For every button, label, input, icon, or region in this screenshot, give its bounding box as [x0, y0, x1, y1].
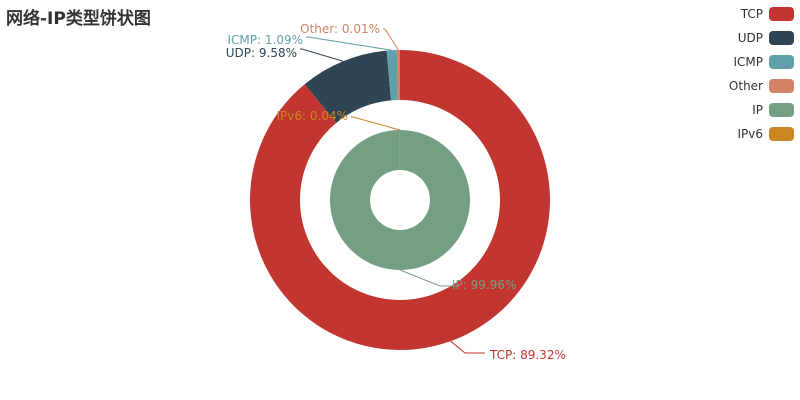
- slice-ip[interactable]: [329, 130, 470, 270]
- slice-other[interactable]: [396, 50, 400, 101]
- leader-line-icmp: [306, 36, 392, 51]
- legend-item-other[interactable]: Other: [729, 74, 794, 98]
- slice-label-tcp: TCP: 89.32%: [489, 348, 566, 362]
- legend-label-tcp: TCP: [740, 7, 763, 21]
- legend-label-udp: UDP: [737, 31, 763, 45]
- legend: TCP UDP ICMP Other IP IPv6: [729, 2, 794, 146]
- legend-item-icmp[interactable]: ICMP: [729, 50, 794, 74]
- slice-label-icmp: ICMP: 1.09%: [228, 33, 304, 47]
- slice-tcp[interactable]: [249, 50, 550, 350]
- legend-swatch-icmp: [769, 55, 794, 69]
- leader-line-tcp: [450, 340, 485, 354]
- leader-line-other: [383, 28, 399, 51]
- legend-swatch-ip: [769, 103, 794, 117]
- legend-label-icmp: ICMP: [733, 55, 763, 69]
- slice-label-ip: IP: 99.96%: [452, 278, 516, 292]
- slice-label-other: Other: 0.01%: [300, 22, 380, 36]
- chart-title: 网络-IP类型饼状图: [6, 9, 151, 29]
- slice-udp[interactable]: [304, 50, 392, 123]
- legend-swatch-ipv6: [769, 127, 794, 141]
- legend-label-ip: IP: [752, 103, 763, 117]
- legend-label-other: Other: [728, 79, 763, 93]
- legend-item-ipv6[interactable]: IPv6: [729, 122, 794, 146]
- legend-label-ipv6: IPv6: [737, 127, 763, 141]
- legend-swatch-udp: [769, 31, 794, 45]
- slice-label-ipv6: IPv6: 0.04%: [277, 109, 349, 123]
- legend-item-ip[interactable]: IP: [729, 98, 794, 122]
- slice-label-udp: UDP: 9.58%: [226, 46, 297, 60]
- leader-line-ipv6: [351, 116, 401, 131]
- legend-swatch-tcp: [769, 7, 794, 21]
- slice-icmp[interactable]: [386, 50, 398, 101]
- legend-swatch-other: [769, 79, 794, 93]
- legend-item-udp[interactable]: UDP: [729, 26, 794, 50]
- leader-line-ip: [399, 269, 460, 287]
- leader-line-udp: [300, 48, 344, 62]
- legend-item-tcp[interactable]: TCP: [729, 2, 794, 26]
